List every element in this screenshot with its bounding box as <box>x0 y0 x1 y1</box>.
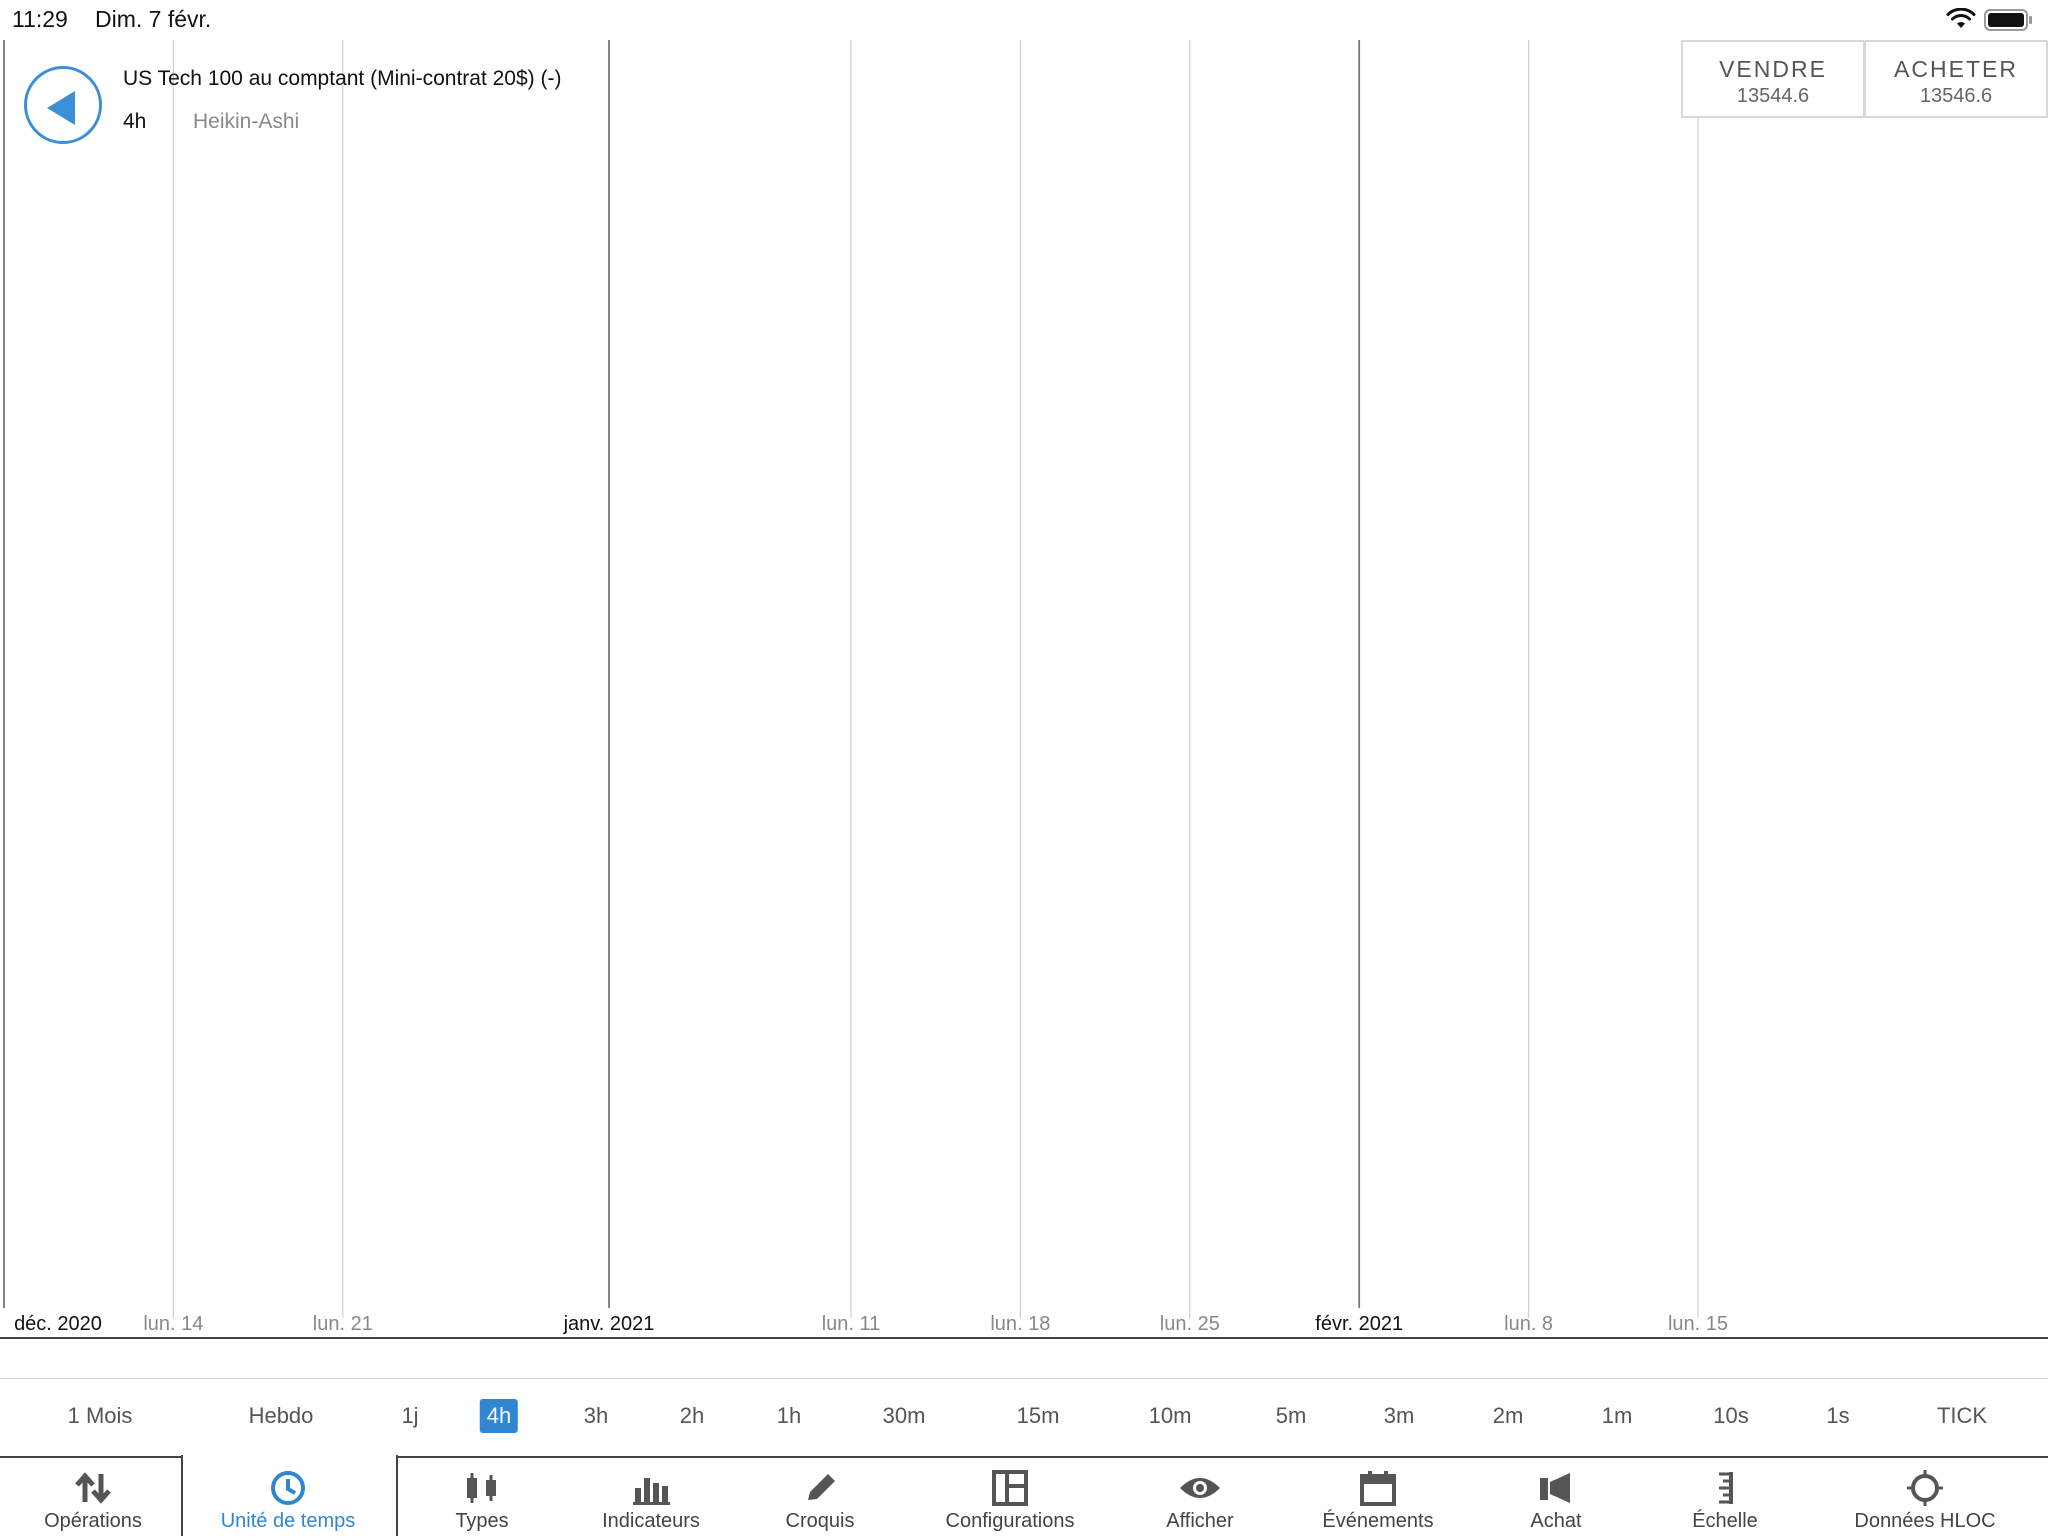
x-tick-label: janv. 2021 <box>563 1313 655 1335</box>
toolbar-purchase[interactable]: Achat <box>1471 1456 1641 1536</box>
x-tick-label: lun. 21 <box>313 1313 373 1335</box>
eye-icon <box>1180 1478 1220 1498</box>
timeframe-1m[interactable]: 1m <box>1601 1403 1633 1428</box>
toolbar-sketch[interactable]: Croquis <box>735 1456 905 1536</box>
toolbar-label: Indicateurs <box>602 1510 700 1532</box>
x-tick-label: lun. 11 <box>822 1313 881 1335</box>
bars-icon <box>633 1478 670 1505</box>
timeframe-label: 4h <box>123 110 147 133</box>
toolbar-label: Croquis <box>785 1510 855 1532</box>
back-button[interactable] <box>24 66 102 144</box>
x-tick-label: lun. 25 <box>1160 1313 1220 1335</box>
x-tick-label: lun. 14 <box>143 1313 203 1335</box>
x-tick-label: févr. 2021 <box>1315 1313 1403 1335</box>
x-label-bg <box>1301 1308 1418 1336</box>
x-axis: déc. 2020 lun. 14 lun. 21 janv. 2021 lun. 11… <box>0 1308 2048 1339</box>
layout-icon <box>992 1470 1028 1506</box>
toolbar-label: Données HLOC <box>1854 1510 1996 1532</box>
toolbar-label: Échelle <box>1692 1510 1758 1532</box>
x-label-bg <box>551 1308 667 1336</box>
sell-button[interactable]: VENDRE 13544.6 <box>1681 40 1865 118</box>
x-tick-label: lun. 15 <box>1668 1313 1728 1335</box>
buy-button[interactable]: ACHETER 13546.6 <box>1864 40 2048 118</box>
chart-type-label: Heikin-Ashi <box>193 110 300 133</box>
timeframe-tick[interactable]: TICK <box>1936 1403 1988 1428</box>
status-bar: 11:29 Dim. 7 févr. <box>0 0 2048 40</box>
buy-label: ACHETER <box>1894 56 2018 82</box>
toolbar-label: Événements <box>1322 1510 1434 1532</box>
clock-icon <box>271 1471 305 1505</box>
instrument-title: US Tech 100 au comptant (Mini-contrat 20… <box>123 67 562 90</box>
toolbar-label: Configurations <box>945 1510 1075 1532</box>
timeframe-15m[interactable]: 15m <box>1016 1403 1060 1428</box>
x-tick-label: lun. 8 <box>1504 1313 1553 1335</box>
status-time: 11:29 <box>12 6 68 32</box>
timeframe-3m[interactable]: 3m <box>1383 1403 1415 1428</box>
toolbar-label: Types <box>455 1510 509 1532</box>
pencil-icon <box>808 1474 835 1500</box>
toolbar-indicators[interactable]: Indicateurs <box>566 1456 736 1536</box>
timeframe-3h[interactable]: 3h <box>583 1403 609 1428</box>
timeframe-1s[interactable]: 1s <box>1826 1403 1850 1428</box>
toolbar-display[interactable]: Afficher <box>1115 1456 1285 1536</box>
x-tick-label: lun. 18 <box>990 1313 1050 1335</box>
timeframe-10s[interactable]: 10s <box>1713 1403 1749 1428</box>
timeframe-2m[interactable]: 2m <box>1492 1403 1524 1428</box>
price-chart[interactable]: 13600.013540.013400.013100.013000.012800… <box>0 40 2048 1378</box>
sell-price: 13544.6 <box>1736 85 1810 107</box>
timeframe-selector: 1 Mois Hebdo 1j 4h 3h 2h 1h 30m 15m 10m … <box>0 1378 2048 1456</box>
toolbar-label: Achat <box>1530 1510 1582 1532</box>
timeframe-30m[interactable]: 30m <box>882 1403 926 1428</box>
buy-price: 13546.6 <box>1919 85 1993 107</box>
toolbar-hloc-data[interactable]: Données HLOC <box>1840 1456 2010 1536</box>
crosshair-icon <box>1907 1470 1943 1506</box>
status-date: Dim. 7 févr. <box>95 6 212 32</box>
timeframe-1h[interactable]: 1h <box>776 1403 802 1428</box>
toolbar-label: Afficher <box>1166 1510 1234 1532</box>
toolbar-scale[interactable]: Échelle <box>1640 1456 1810 1536</box>
candles-icon <box>467 1473 496 1503</box>
arrows-updown-icon <box>75 1472 111 1504</box>
timeframe-10m[interactable]: 10m <box>1148 1403 1192 1428</box>
timeframe-hebdo[interactable]: Hebdo <box>248 1403 314 1428</box>
toolbar-configurations[interactable]: Configurations <box>925 1456 1095 1536</box>
toolbar-types[interactable]: Types <box>397 1456 567 1536</box>
back-arrow-icon <box>47 91 75 125</box>
wifi-icon <box>1946 8 1976 28</box>
timeframe-2h[interactable]: 2h <box>679 1403 705 1428</box>
calendar-icon <box>1360 1471 1396 1506</box>
toolbar-events[interactable]: Événements <box>1293 1456 1463 1536</box>
x-tick-label: déc. 2020 <box>14 1313 102 1335</box>
toolbar-label: Opérations <box>44 1510 142 1532</box>
toolbar-time-unit[interactable]: Unité de temps <box>203 1456 373 1536</box>
toolbar-label: Unité de temps <box>220 1510 356 1532</box>
sell-label: VENDRE <box>1719 56 1827 82</box>
toolbar-operations[interactable]: Opérations <box>8 1456 178 1536</box>
megaphone-icon <box>1540 1473 1570 1503</box>
ruler-icon <box>1719 1472 1733 1504</box>
timeframe-1j[interactable]: 1j <box>401 1403 419 1428</box>
timeframe-1-mois[interactable]: 1 Mois <box>67 1403 133 1428</box>
timeframe-5m[interactable]: 5m <box>1275 1403 1307 1428</box>
timeframe-4h[interactable]: 4h <box>479 1399 519 1433</box>
battery-icon <box>1984 9 2032 31</box>
grid-lines <box>3 40 1699 1318</box>
x-label-bg <box>0 1308 116 1336</box>
active-tab-frame <box>181 1455 398 1536</box>
